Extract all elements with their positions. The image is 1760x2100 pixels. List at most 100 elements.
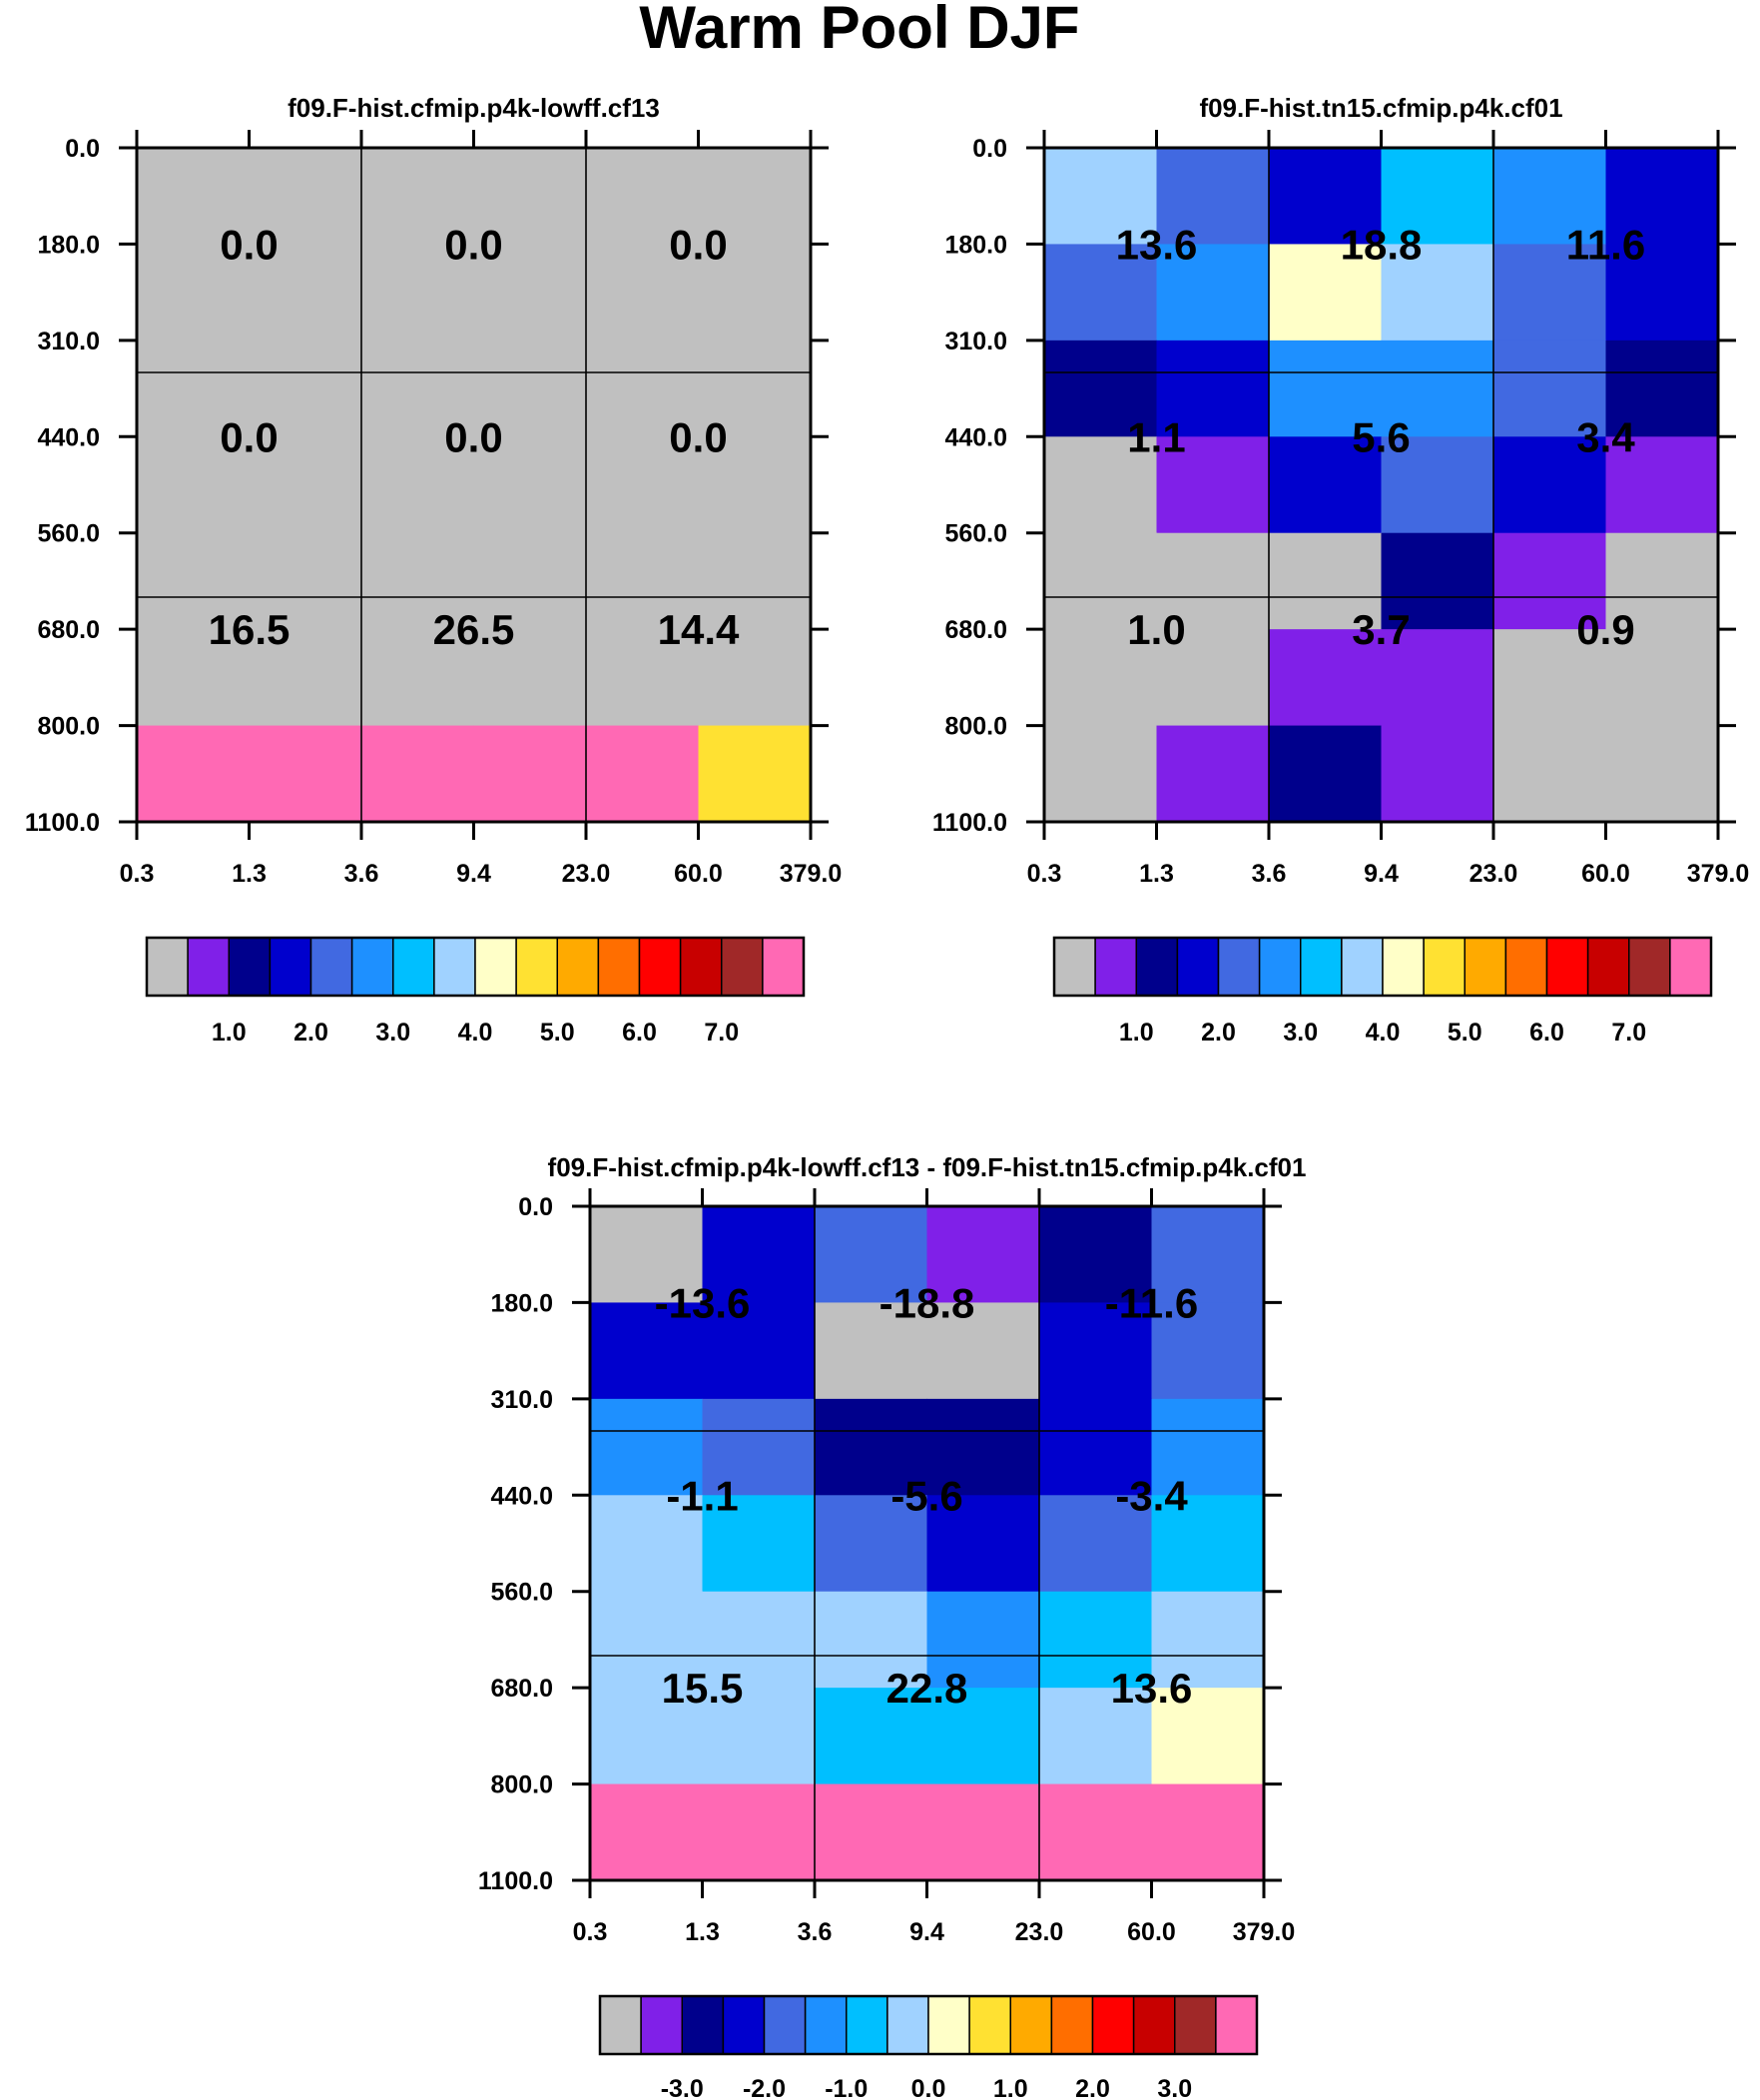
heatmap-cell <box>586 629 700 727</box>
cell-value-label: 13.6 <box>1116 221 1198 268</box>
heatmap-cell <box>702 1783 816 1881</box>
heatmap-cell <box>590 1783 704 1881</box>
panel-title: f09.F-hist.tn15.cfmip.p4k.cf01 <box>1199 93 1562 123</box>
colorbar: 1.0 2.0 3.0 4.0 5.0 6.0 7.0 <box>1052 936 1713 1047</box>
heatmap-cell <box>137 244 251 342</box>
colorbar-swatch <box>638 937 682 997</box>
heatmap-cell <box>361 532 475 630</box>
colorbar-swatch <box>1464 937 1507 997</box>
heatmap-cell <box>1493 725 1607 823</box>
cell-value-label: 26.5 <box>433 606 515 653</box>
cell-value-label: 16.5 <box>209 606 291 653</box>
cell-value-label: -13.6 <box>655 1279 751 1326</box>
colorbar-swatch <box>228 937 272 997</box>
heatmap-cell <box>1156 725 1270 823</box>
heatmap-cell <box>137 629 251 727</box>
heatmap-cell <box>702 1495 816 1593</box>
colorbar-swatch <box>1545 937 1589 997</box>
heatmap-cell <box>1381 244 1494 342</box>
cell-value-label: 11.6 <box>1566 221 1645 268</box>
heatmap-cell <box>1151 1206 1265 1304</box>
heatmap-cell <box>1044 725 1158 823</box>
x-tick-label: 9.4 <box>909 1918 944 1946</box>
heatmap-cell <box>590 1398 704 1496</box>
heatmap-cell <box>1156 340 1270 437</box>
colorbar-swatch <box>681 1995 725 2055</box>
cell-value-label: 0.0 <box>669 413 727 460</box>
y-tick-label: 680.0 <box>490 1675 553 1703</box>
colorbar-swatch <box>309 937 353 997</box>
heatmap-cell <box>702 1398 816 1496</box>
heatmap-cell <box>1605 532 1719 630</box>
colorbar-swatch <box>804 1995 848 2055</box>
heatmap-cell <box>1151 1783 1265 1881</box>
heatmap-cell <box>926 1783 1040 1881</box>
x-tick-label: 60.0 <box>1127 1918 1176 1946</box>
cell-value-label: 14.4 <box>658 606 740 653</box>
colorbar: -3.0 -2.0 -1.0 0.0 1.0 2.0 3.0 <box>598 1994 1259 2100</box>
heatmap-cell <box>1493 244 1607 342</box>
colorbar-label: 3.0 <box>1283 1019 1318 1047</box>
colorbar-swatch <box>1132 1995 1176 2055</box>
heatmap-cell <box>1151 1398 1265 1496</box>
colorbar-label: 2.0 <box>1075 2075 1110 2100</box>
heatmap-cell <box>926 1398 1040 1496</box>
y-tick-label: 0.0 <box>518 1193 553 1221</box>
heatmap-cell <box>815 1302 928 1400</box>
cell-value-label: -5.6 <box>890 1472 962 1519</box>
colorbar-label: -3.0 <box>661 2075 704 2100</box>
colorbar-swatch <box>474 937 517 997</box>
heatmap-cell <box>1605 629 1719 727</box>
colorbar-swatch <box>433 937 476 997</box>
heatmap-cell <box>137 725 251 823</box>
panel-3: f09.F-hist.cfmip.p4k-lowff.cf13 - f09.F-… <box>478 1152 1307 2100</box>
heatmap-cell <box>1269 532 1383 630</box>
y-tick-label: 180.0 <box>490 1289 553 1317</box>
heatmap-cell <box>1151 1591 1265 1689</box>
heatmap-cell <box>702 1591 816 1689</box>
heatmap-cell <box>586 244 700 342</box>
y-tick-label: 680.0 <box>944 616 1007 644</box>
colorbar-swatch <box>1053 937 1096 997</box>
y-tick-label: 560.0 <box>944 520 1007 548</box>
heatmap-cell <box>137 532 251 630</box>
heatmap-cell <box>249 148 362 246</box>
x-tick-label: 60.0 <box>674 860 723 888</box>
colorbar-frame <box>1052 936 1713 998</box>
heatmap-cell <box>702 1302 816 1400</box>
y-tick-label: 800.0 <box>490 1771 553 1799</box>
heatmap-cell <box>1044 532 1158 630</box>
heatmap-cell <box>1269 436 1383 534</box>
heatmap-cell <box>586 340 700 437</box>
heatmap-cell <box>1269 725 1383 823</box>
heatmap-cell <box>1381 629 1494 727</box>
cell-value-label: 3.4 <box>1576 413 1635 460</box>
colorbar-label: 0.0 <box>911 2075 946 2100</box>
x-tick-label: 1.3 <box>232 860 267 888</box>
heatmap-cell <box>815 1206 928 1304</box>
heatmap-cell <box>1493 436 1607 534</box>
colorbar-swatch <box>597 937 641 997</box>
colorbar-label: 6.0 <box>622 1019 657 1047</box>
y-tick-label: 310.0 <box>944 328 1007 355</box>
y-tick-label: 440.0 <box>37 423 100 451</box>
heatmap-cell <box>1039 1783 1153 1881</box>
heatmap-cell <box>1605 340 1719 437</box>
heatmap-cell <box>1044 436 1158 534</box>
y-tick-label: 0.0 <box>972 135 1007 163</box>
heatmap-cell <box>590 1302 704 1400</box>
heatmap-cell <box>249 725 362 823</box>
colorbar-swatch <box>1174 1995 1217 2055</box>
y-tick-label: 310.0 <box>490 1386 553 1414</box>
colorbar-label: -2.0 <box>743 2075 786 2100</box>
heatmap-cell <box>361 148 475 246</box>
heatmap-cell <box>1044 244 1158 342</box>
heatmap-cell <box>698 725 812 823</box>
heatmap-cell <box>1044 629 1158 727</box>
y-tick-label: 560.0 <box>37 520 100 548</box>
cell-value-label: -1.1 <box>666 1472 738 1519</box>
colorbar-swatch <box>846 1995 888 2055</box>
y-tick-label: 180.0 <box>37 231 100 259</box>
heatmap-cell <box>473 148 587 246</box>
heatmap-cell <box>1493 340 1607 437</box>
